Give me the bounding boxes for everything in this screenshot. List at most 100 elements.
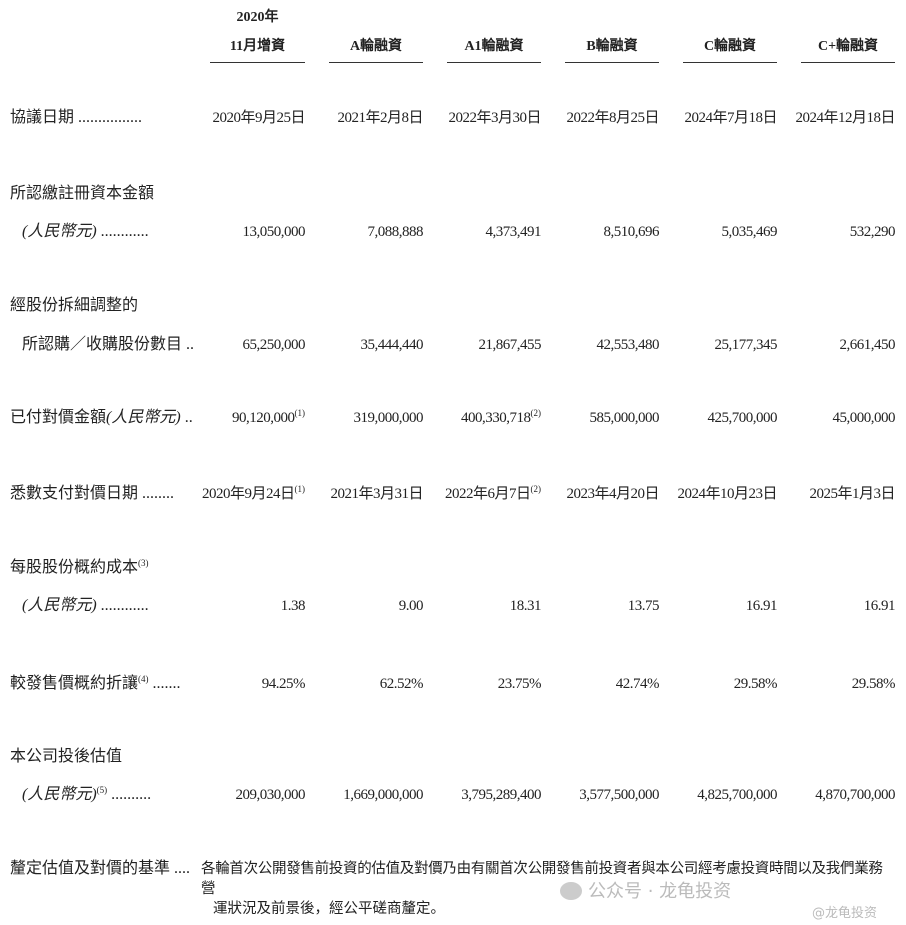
row-label-line1: 本公司投後估值	[10, 747, 122, 767]
table-cell: 3,577,500,000	[579, 785, 659, 805]
table-cell: 1.38	[280, 596, 306, 616]
header-underline	[210, 62, 305, 63]
basis-label: 釐定估值及對價的基準 ....	[10, 859, 190, 879]
cell-value: 4,825,700,000	[697, 787, 777, 803]
leader-dots: ....	[174, 860, 191, 877]
cell-value: 45,000,000	[832, 410, 896, 426]
unit-label: (人民幣元)	[22, 786, 97, 803]
header-underline	[565, 62, 659, 63]
table-cell: 13.75	[628, 596, 660, 616]
table-cell: 18.31	[509, 596, 542, 616]
cell-value: 319,000,000	[353, 410, 424, 426]
cell-value: 400,330,718	[461, 410, 531, 426]
row-label-text: 較發售價概約折讓	[10, 675, 139, 692]
cell-value: 62.52%	[379, 676, 424, 692]
watermark: 公众号 · 龙龟投资	[560, 881, 731, 903]
unit-label: (人民幣元)	[22, 223, 97, 240]
cell-value: 21,867,455	[478, 337, 542, 353]
table-cell: 4,825,700,000	[697, 785, 777, 805]
table-cell: 65,250,000	[243, 335, 306, 355]
table-cell: 29.58%	[734, 674, 778, 694]
row-label-text: 所認購／收購股份數目	[22, 336, 183, 353]
row-label: 悉數支付對價日期 ........	[10, 484, 174, 504]
table-cell: 400,330,718(2)	[461, 408, 541, 428]
table-cell: 94.25%	[262, 674, 306, 694]
table-cell: 4,870,700,000	[815, 785, 895, 805]
cell-value: 7,088,888	[367, 224, 424, 240]
cell-value: 2024年10月23日	[677, 486, 777, 502]
table-cell: 2024年12月18日	[795, 108, 895, 128]
unit-label: (人民幣元)	[22, 597, 97, 614]
column-header-line1: 2020年	[236, 10, 279, 25]
watermark-text: 公众号 · 龙龟投资	[588, 881, 732, 902]
header-underline	[801, 62, 895, 63]
table-cell: 42.74%	[615, 674, 660, 694]
cell-value: 5,035,469	[721, 224, 778, 240]
table-cell: 5,035,469	[722, 222, 778, 242]
header-underline	[447, 62, 541, 63]
unit-label: (人民幣元)	[106, 409, 181, 426]
cell-value: 16.91	[863, 598, 896, 614]
cell-value: 2020年9月25日	[212, 110, 305, 126]
cell-value: 42.74%	[615, 676, 660, 692]
cell-value: 2024年7月18日	[684, 110, 777, 126]
header-underline	[329, 62, 423, 63]
cell-value: 2,661,450	[839, 337, 896, 353]
table-cell: 8,510,696	[604, 222, 660, 242]
cell-value: 90,120,000	[232, 410, 295, 426]
row-label-text: 悉數支付對價日期	[10, 485, 139, 502]
table-cell: 1,669,000,000	[343, 785, 423, 805]
column-header: C輪融資	[703, 39, 757, 54]
row-label-line1: 所認繳註冊資本金額	[10, 184, 154, 204]
footnote-ref: (1)	[294, 484, 306, 494]
table-cell: 2021年2月8日	[337, 108, 423, 128]
cell-value: 2021年3月31日	[330, 486, 423, 502]
row-label: 協議日期 ................	[10, 108, 142, 128]
row-label-line1: 經股份拆細調整的	[10, 296, 138, 316]
cell-value: 585,000,000	[589, 410, 660, 426]
row-label: (人民幣元) ............	[22, 596, 149, 616]
cell-value: 18.31	[509, 598, 542, 614]
cell-value: 2023年4月20日	[566, 486, 659, 502]
basis-text-line2: 運狀況及前景後，經公平磋商釐定。	[213, 901, 445, 917]
footnote-ref: (3)	[138, 558, 149, 568]
row-label-text: 協議日期	[10, 109, 75, 126]
footnote-ref: (5)	[96, 785, 108, 795]
cell-value: 3,795,289,400	[461, 787, 541, 803]
table-cell: 42,553,480	[597, 335, 660, 355]
leader-dots: ............	[100, 597, 149, 614]
row-label: (人民幣元)(5) ..........	[22, 785, 151, 805]
cell-value: 1.38	[280, 598, 306, 614]
column-header: A1輪融資	[464, 39, 524, 54]
leader-dots: ............	[100, 223, 149, 240]
cell-value: 9.00	[398, 598, 424, 614]
table-cell: 25,177,345	[715, 335, 778, 355]
footnote-ref: (2)	[530, 408, 542, 418]
column-header: A輪融資	[349, 39, 403, 54]
row-label-text: 每股股份概約成本	[10, 559, 139, 576]
leader-dots: .......	[152, 675, 181, 692]
table-cell: 35,444,440	[361, 335, 424, 355]
cell-value: 13,050,000	[242, 224, 306, 240]
cell-value: 1,669,000,000	[343, 787, 423, 803]
table-cell: 3,795,289,400	[461, 785, 541, 805]
cell-value: 2022年8月25日	[566, 110, 659, 126]
cell-value: 2024年12月18日	[795, 110, 895, 126]
table-cell: 29.58%	[851, 674, 896, 694]
cell-value: 2020年9月24日	[201, 486, 295, 502]
table-cell: 585,000,000	[590, 408, 660, 428]
leader-dots: ..	[184, 409, 193, 426]
basis-label-text: 釐定估值及對價的基準	[10, 860, 171, 877]
table-cell: 23.75%	[498, 674, 542, 694]
table-cell: 45,000,000	[833, 408, 896, 428]
cell-value: 4,373,491	[485, 224, 542, 240]
cell-value: 29.58%	[851, 676, 896, 692]
leader-dots: ..	[186, 336, 195, 353]
cell-value: 3,577,500,000	[579, 787, 659, 803]
table-cell: 2023年4月20日	[566, 484, 659, 504]
row-label-text: 所認繳註冊資本金額	[10, 185, 155, 202]
leader-dots: ................	[78, 109, 143, 126]
table-cell: 209,030,000	[236, 785, 306, 805]
table-cell: 16.91	[746, 596, 778, 616]
leader-dots: ..........	[111, 786, 152, 803]
